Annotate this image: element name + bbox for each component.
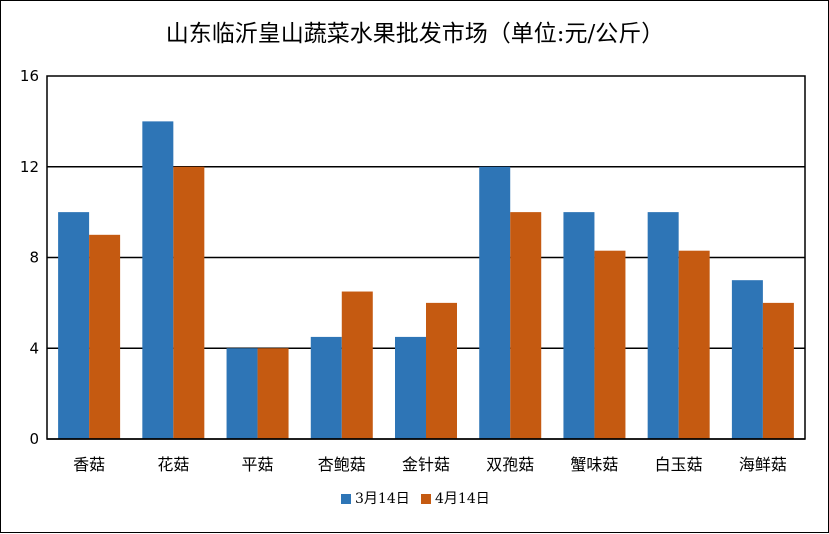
y-tick-label: 8 (29, 249, 39, 267)
bar (58, 212, 90, 439)
x-tick-label: 平菇 (242, 455, 274, 474)
legend-swatch (341, 494, 351, 504)
legend-swatch (421, 494, 431, 504)
bar (647, 212, 679, 439)
bar (510, 212, 542, 439)
bar (341, 291, 373, 439)
bar (257, 348, 289, 439)
bar (142, 121, 174, 439)
y-tick-label: 16 (20, 67, 39, 85)
bar (426, 302, 457, 439)
x-tick-label: 香菇 (73, 455, 105, 474)
x-tick-label: 白玉菇 (655, 455, 703, 474)
bar (226, 348, 258, 439)
x-tick-label: 蟹味菇 (570, 455, 618, 474)
bar (563, 212, 595, 439)
bar (678, 250, 710, 439)
x-tick-label: 花菇 (157, 455, 189, 474)
bar (479, 166, 511, 439)
legend-label: 4月14日 (435, 491, 490, 507)
bar (173, 166, 205, 439)
chart-title: 山东临沂皇山蔬菜水果批发市场（单位:元/公斤） (166, 21, 665, 47)
legend-item: 3月14日 (341, 491, 410, 507)
x-tick-label: 海鲜菇 (739, 455, 787, 474)
y-tick-label: 4 (29, 339, 39, 357)
bar (89, 234, 121, 439)
y-tick-label: 12 (20, 158, 39, 176)
y-tick-label: 0 (29, 430, 39, 448)
legend-item: 4月14日 (421, 491, 490, 507)
bar (310, 336, 342, 439)
x-tick-label: 金针菇 (402, 455, 450, 474)
bar (762, 302, 794, 439)
bar (395, 336, 426, 439)
bar (594, 250, 626, 439)
legend-label: 3月14日 (355, 491, 410, 507)
bar (731, 280, 763, 439)
x-tick-label: 双孢菇 (486, 455, 534, 474)
x-tick-label: 杏鲍菇 (318, 455, 366, 474)
